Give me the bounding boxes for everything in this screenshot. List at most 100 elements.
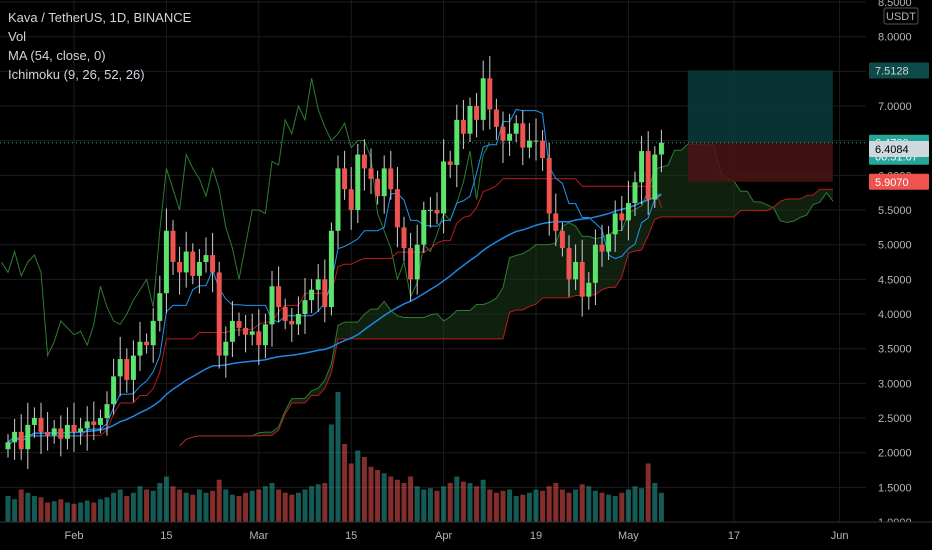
volume-bar — [487, 489, 493, 522]
volume-bar — [639, 488, 645, 522]
volume-bar — [467, 483, 473, 522]
candle-body — [652, 154, 658, 200]
volume-bar — [144, 489, 150, 522]
volume-bar — [401, 483, 407, 522]
candle-body — [111, 376, 117, 405]
volume-bar — [97, 499, 103, 522]
tenkan-sen — [7, 108, 662, 447]
volume-bar — [427, 488, 433, 522]
x-tick-label: Apr — [435, 530, 452, 542]
candle-body — [322, 279, 328, 308]
candle-body — [467, 106, 473, 134]
legend-title[interactable]: Kava / TetherUS, 1D, BINANCE — [8, 10, 192, 25]
kijun-sen — [7, 178, 662, 447]
candle-body — [566, 248, 572, 280]
x-tick-label: Feb — [65, 530, 84, 542]
x-tick-label: 15 — [160, 530, 172, 542]
volume-bar — [335, 392, 341, 522]
volume-bar — [394, 479, 400, 522]
volume-bar — [18, 489, 24, 522]
volume-bar — [157, 483, 163, 522]
cloud-fill — [179, 144, 834, 446]
candle-body — [295, 314, 301, 325]
volume-bar — [262, 486, 268, 522]
stop-price-label-bg — [869, 173, 929, 190]
volume-bar — [276, 489, 282, 522]
senkou-span-b — [179, 188, 833, 447]
y-tick-label: 3.5000 — [878, 344, 912, 356]
volume-bar — [163, 476, 169, 522]
volume-bar — [460, 481, 466, 522]
candle-body — [315, 279, 321, 290]
volume-bar — [586, 486, 592, 522]
volume-bar — [348, 463, 354, 522]
volume-bar — [210, 490, 216, 522]
candle-body — [223, 341, 229, 356]
price-axis: 8.50008.00007.50007.00006.50006.00005.50… — [866, 0, 932, 550]
volume-bar — [447, 483, 453, 522]
volume-bar — [606, 494, 612, 522]
candle-body — [289, 320, 295, 325]
volume-bar — [375, 470, 381, 522]
volume-bar — [78, 502, 84, 522]
candle-body — [507, 133, 513, 141]
legend-ma[interactable]: MA (54, close, 0) — [8, 48, 106, 63]
volume-bar — [592, 490, 598, 522]
volume-bar — [196, 489, 202, 522]
candle-body — [599, 244, 605, 252]
volume-bar — [441, 486, 447, 522]
ma-price-label-bg — [869, 141, 929, 158]
x-tick-label: 15 — [345, 530, 357, 542]
candle-body — [632, 182, 638, 204]
candle-body — [183, 251, 189, 273]
volume-bar — [256, 489, 262, 522]
candle-body — [454, 119, 460, 165]
moving-average — [7, 193, 662, 443]
candle-body — [513, 123, 519, 134]
candle-body — [441, 161, 447, 214]
candle-body — [414, 244, 420, 280]
candle-body — [612, 213, 618, 235]
candle-body — [282, 307, 288, 321]
legend-volume[interactable]: Vol — [8, 29, 27, 44]
volume-bar — [652, 483, 658, 522]
candle-body — [520, 123, 526, 148]
candle-body — [309, 289, 315, 301]
volume-bar — [51, 501, 57, 522]
y-tick-label: 5.5000 — [878, 205, 912, 217]
y-tick-label: 4.0000 — [878, 309, 912, 321]
candle-body — [447, 161, 453, 165]
indicator-lines — [0, 78, 662, 447]
chikou-span — [0, 78, 491, 358]
price-axis-bg — [866, 0, 932, 550]
x-tick-label: May — [618, 530, 639, 542]
volume-bar — [117, 489, 123, 522]
time-axis: Feb 15 Mar 15 Apr 19 May 17 Jun — [0, 521, 932, 550]
y-tick-label: 7.0000 — [878, 101, 912, 113]
volume-bar — [282, 492, 288, 522]
candle-body — [526, 140, 532, 148]
volume-bar — [216, 479, 222, 522]
candle-body — [375, 178, 381, 197]
candle-body — [592, 244, 598, 283]
volume-bar — [295, 492, 301, 522]
candle-body — [658, 142, 664, 155]
candle-body — [434, 210, 440, 214]
candle-body — [328, 230, 334, 308]
volume-bar — [579, 484, 585, 522]
stop-price-label: 5.9070 — [875, 177, 909, 189]
volume-bar — [526, 492, 532, 522]
y-tick-label: 5.0000 — [878, 240, 912, 252]
candle-body — [625, 203, 631, 221]
target-price-label: 7.5128 — [875, 65, 909, 77]
volume-bar — [84, 500, 90, 522]
candles — [5, 56, 664, 470]
volume-bar — [599, 492, 605, 522]
candle-body — [427, 210, 433, 211]
volume-bar — [328, 424, 334, 522]
volume-bar — [302, 489, 308, 522]
volume-bar — [493, 492, 499, 522]
legend-ichimoku[interactable]: Ichimoku (9, 26, 52, 26) — [8, 67, 145, 82]
